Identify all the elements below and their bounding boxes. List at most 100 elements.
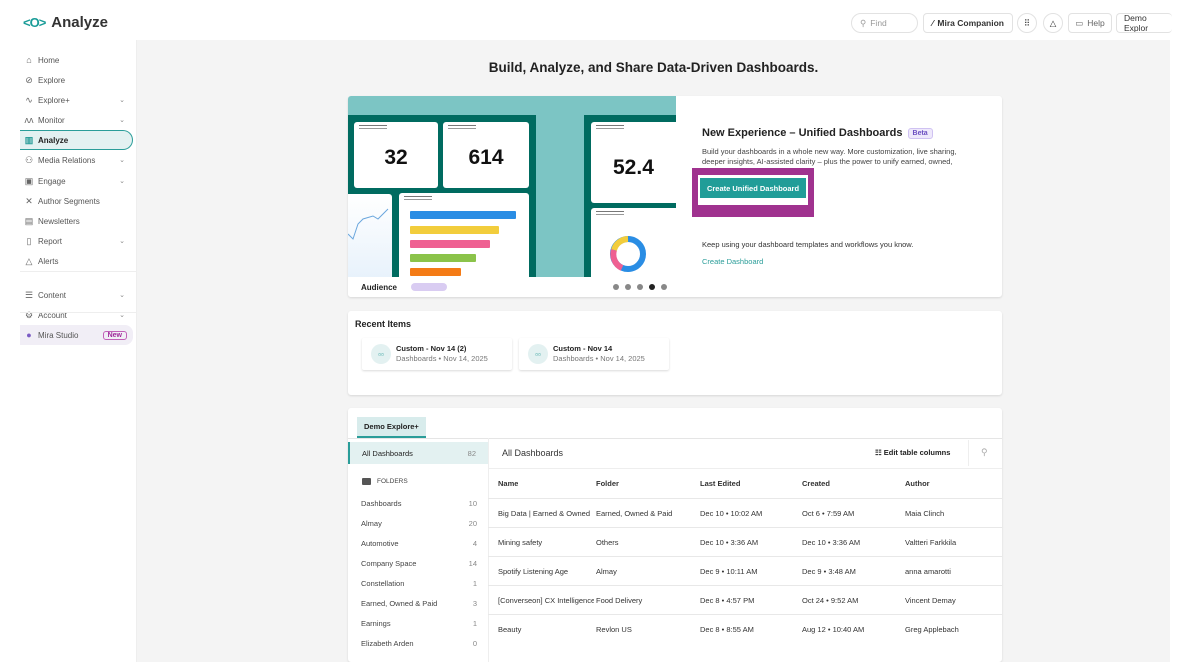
app-title: Analyze (51, 14, 108, 31)
recent-item-meta: Dashboards • Nov 14, 2025 (553, 354, 645, 363)
tab-demo-explore[interactable]: Demo Explore+ (357, 417, 426, 438)
new-badge: New (102, 330, 127, 340)
chart-icon: ▥ (24, 134, 34, 145)
chevron-down-icon[interactable]: ⌄ (119, 157, 125, 164)
monitor-icon: ʌʌ (24, 115, 34, 125)
carousel-dot[interactable] (613, 284, 619, 290)
create-unified-dashboard-button[interactable]: Create Unified Dashboard (700, 178, 806, 198)
sidebar-item-mira-studio[interactable]: ● Mira Studio New (20, 325, 133, 345)
workspace-switcher[interactable]: Demo Explor (1116, 13, 1172, 33)
chevron-down-icon[interactable]: ⌄ (119, 97, 125, 104)
compass-icon: ⊘ (25, 74, 33, 85)
folder-count: 3 (472, 599, 477, 608)
recent-item[interactable]: ▫▫ Custom - Nov 14 (2) Dashboards • Nov 14… (362, 338, 512, 370)
sidebar-item-report[interactable]: ▯ Report ⌄ (20, 231, 133, 251)
folder-item[interactable]: Elizabeth Arden 0 (361, 639, 477, 648)
table-row[interactable] (488, 556, 1002, 585)
table-cell: Greg Applebach (905, 625, 959, 634)
folder-count: 1 (472, 619, 477, 628)
table-row[interactable] (488, 498, 1002, 527)
sidebar-item-label: Explore (38, 75, 66, 85)
edit-table-columns-button[interactable]: ☷ Edit table columns (875, 448, 950, 457)
donut-chart-icon (610, 236, 646, 272)
logo-icon: <O> (23, 15, 46, 30)
table-cell: Dec 9 • 10:11 AM (700, 567, 758, 576)
sidebar-item-author-segments[interactable]: ✕ Author Segments (20, 191, 133, 211)
folder-name: Constellation (361, 579, 405, 588)
table-cell: Valtteri Farkkila (905, 538, 957, 547)
folder-item[interactable]: Automotive 4 (361, 539, 477, 548)
folder-item[interactable]: Almay 20 (361, 519, 477, 528)
table-cell: Oct 6 • 7:59 AM (802, 509, 855, 518)
bell-icon: △ (25, 255, 33, 266)
column-header[interactable]: Last Edited (700, 479, 741, 488)
chevron-down-icon[interactable]: ⌄ (119, 117, 125, 124)
all-dashboards-filter[interactable]: All Dashboards 82 (348, 442, 488, 464)
folder-count: 0 (472, 639, 477, 648)
table-row[interactable] (488, 527, 1002, 556)
legacy-text: Keep using your dashboard templates and … (702, 240, 914, 249)
all-dashboards-label: All Dashboards (362, 448, 413, 458)
sidebar-item-media-relations[interactable]: ⚇ Media Relations ⌄ (20, 150, 133, 170)
folder-name: Almay (361, 519, 382, 528)
recent-item-name: Custom - Nov 14 (2) (396, 344, 467, 353)
app-logo[interactable]: <O> Analyze (23, 14, 108, 31)
chat-icon: ▣ (24, 175, 34, 186)
chevron-down-icon[interactable]: ⌄ (119, 178, 125, 185)
mira-companion-button[interactable]: ⁄ Mira Companion (923, 13, 1013, 33)
column-header[interactable]: Created (802, 479, 830, 488)
table-row[interactable] (488, 585, 1002, 614)
sidebar-item-analyze[interactable]: ▥ Analyze (20, 130, 133, 150)
chevron-down-icon[interactable]: ⌄ (119, 312, 125, 319)
folder-item[interactable]: Earnings 1 (361, 619, 477, 628)
sidebar-item-explore[interactable]: ⊘ Explore (20, 70, 133, 90)
table-cell: Almay (596, 567, 617, 576)
folder-name: Elizabeth Arden (361, 639, 414, 648)
carousel-dot[interactable] (625, 284, 631, 290)
folder-item[interactable]: Dashboards 10 (361, 499, 477, 508)
hero-description: Build your dashboards in a whole new way… (702, 147, 957, 166)
sidebar-divider (20, 312, 137, 313)
table-cell: Earned, Owned & Paid (596, 509, 673, 518)
beta-badge: Beta (907, 127, 933, 139)
table-row[interactable] (488, 614, 1002, 643)
chevron-down-icon[interactable]: ⌄ (119, 238, 125, 245)
table-cell: Revlon US (596, 625, 632, 634)
folder-item[interactable]: Earned, Owned & Paid 3 (361, 599, 477, 608)
sidebar-item-content[interactable]: ☰ Content ⌄ (20, 285, 133, 305)
recent-items-card: Recent Items ▫▫ Custom - Nov 14 (2) Dashbo… (348, 311, 1002, 395)
table-cell: Dec 8 • 4:57 PM (700, 596, 755, 605)
help-button[interactable]: ▭ Help (1068, 13, 1112, 33)
caption-label: Audience (361, 282, 398, 292)
trend-icon: ∿ (25, 94, 33, 105)
sidebar-item-label: Report (38, 236, 63, 246)
sidebar-item-explore-[interactable]: ∿ Explore+ ⌄ (20, 90, 133, 110)
notifications-button[interactable]: △ (1043, 13, 1063, 33)
sidebar-item-label: Engage (38, 176, 66, 186)
folder-name: Dashboards (361, 499, 402, 508)
carousel-dot[interactable] (637, 284, 643, 290)
find-input[interactable]: ⚲ Find (851, 13, 918, 33)
sidebar-item-home[interactable]: ⌂ Home (20, 50, 133, 70)
folder-item[interactable]: Constellation 1 (361, 579, 477, 588)
column-header[interactable]: Folder (596, 479, 619, 488)
recent-item[interactable]: ▫▫ Custom - Nov 14 Dashboards • Nov 14, 20… (519, 338, 669, 370)
segments-icon: ✕ (25, 195, 33, 206)
column-header[interactable]: Author (905, 479, 930, 488)
chevron-down-icon[interactable]: ⌄ (119, 292, 125, 299)
folder-icon (362, 478, 371, 485)
sidebar-item-account[interactable]: ⚙ Account ⌄ (20, 305, 133, 325)
folder-item[interactable]: Company Space 14 (361, 559, 477, 568)
sidebar-item-monitor[interactable]: ʌʌ Monitor ⌄ (20, 110, 133, 130)
table-search-icon[interactable]: ⚲ (981, 447, 988, 457)
main-content: Build, Analyze, and Share Data-Driven Da… (137, 40, 1170, 662)
sidebar-item-alerts[interactable]: △ Alerts (20, 251, 133, 271)
carousel-dot[interactable] (661, 284, 667, 290)
column-header[interactable]: Name (498, 479, 519, 488)
sidebar-item-newsletters[interactable]: ▤ Newsletters (20, 211, 133, 231)
sidebar-item-engage[interactable]: ▣ Engage ⌄ (20, 171, 133, 191)
apps-grid-button[interactable]: ⠿ (1017, 13, 1037, 33)
carousel-dot-active[interactable] (649, 284, 655, 290)
create-dashboard-link[interactable]: Create Dashboard (702, 257, 764, 266)
table-cell: Dec 9 • 3:48 AM (802, 567, 856, 576)
